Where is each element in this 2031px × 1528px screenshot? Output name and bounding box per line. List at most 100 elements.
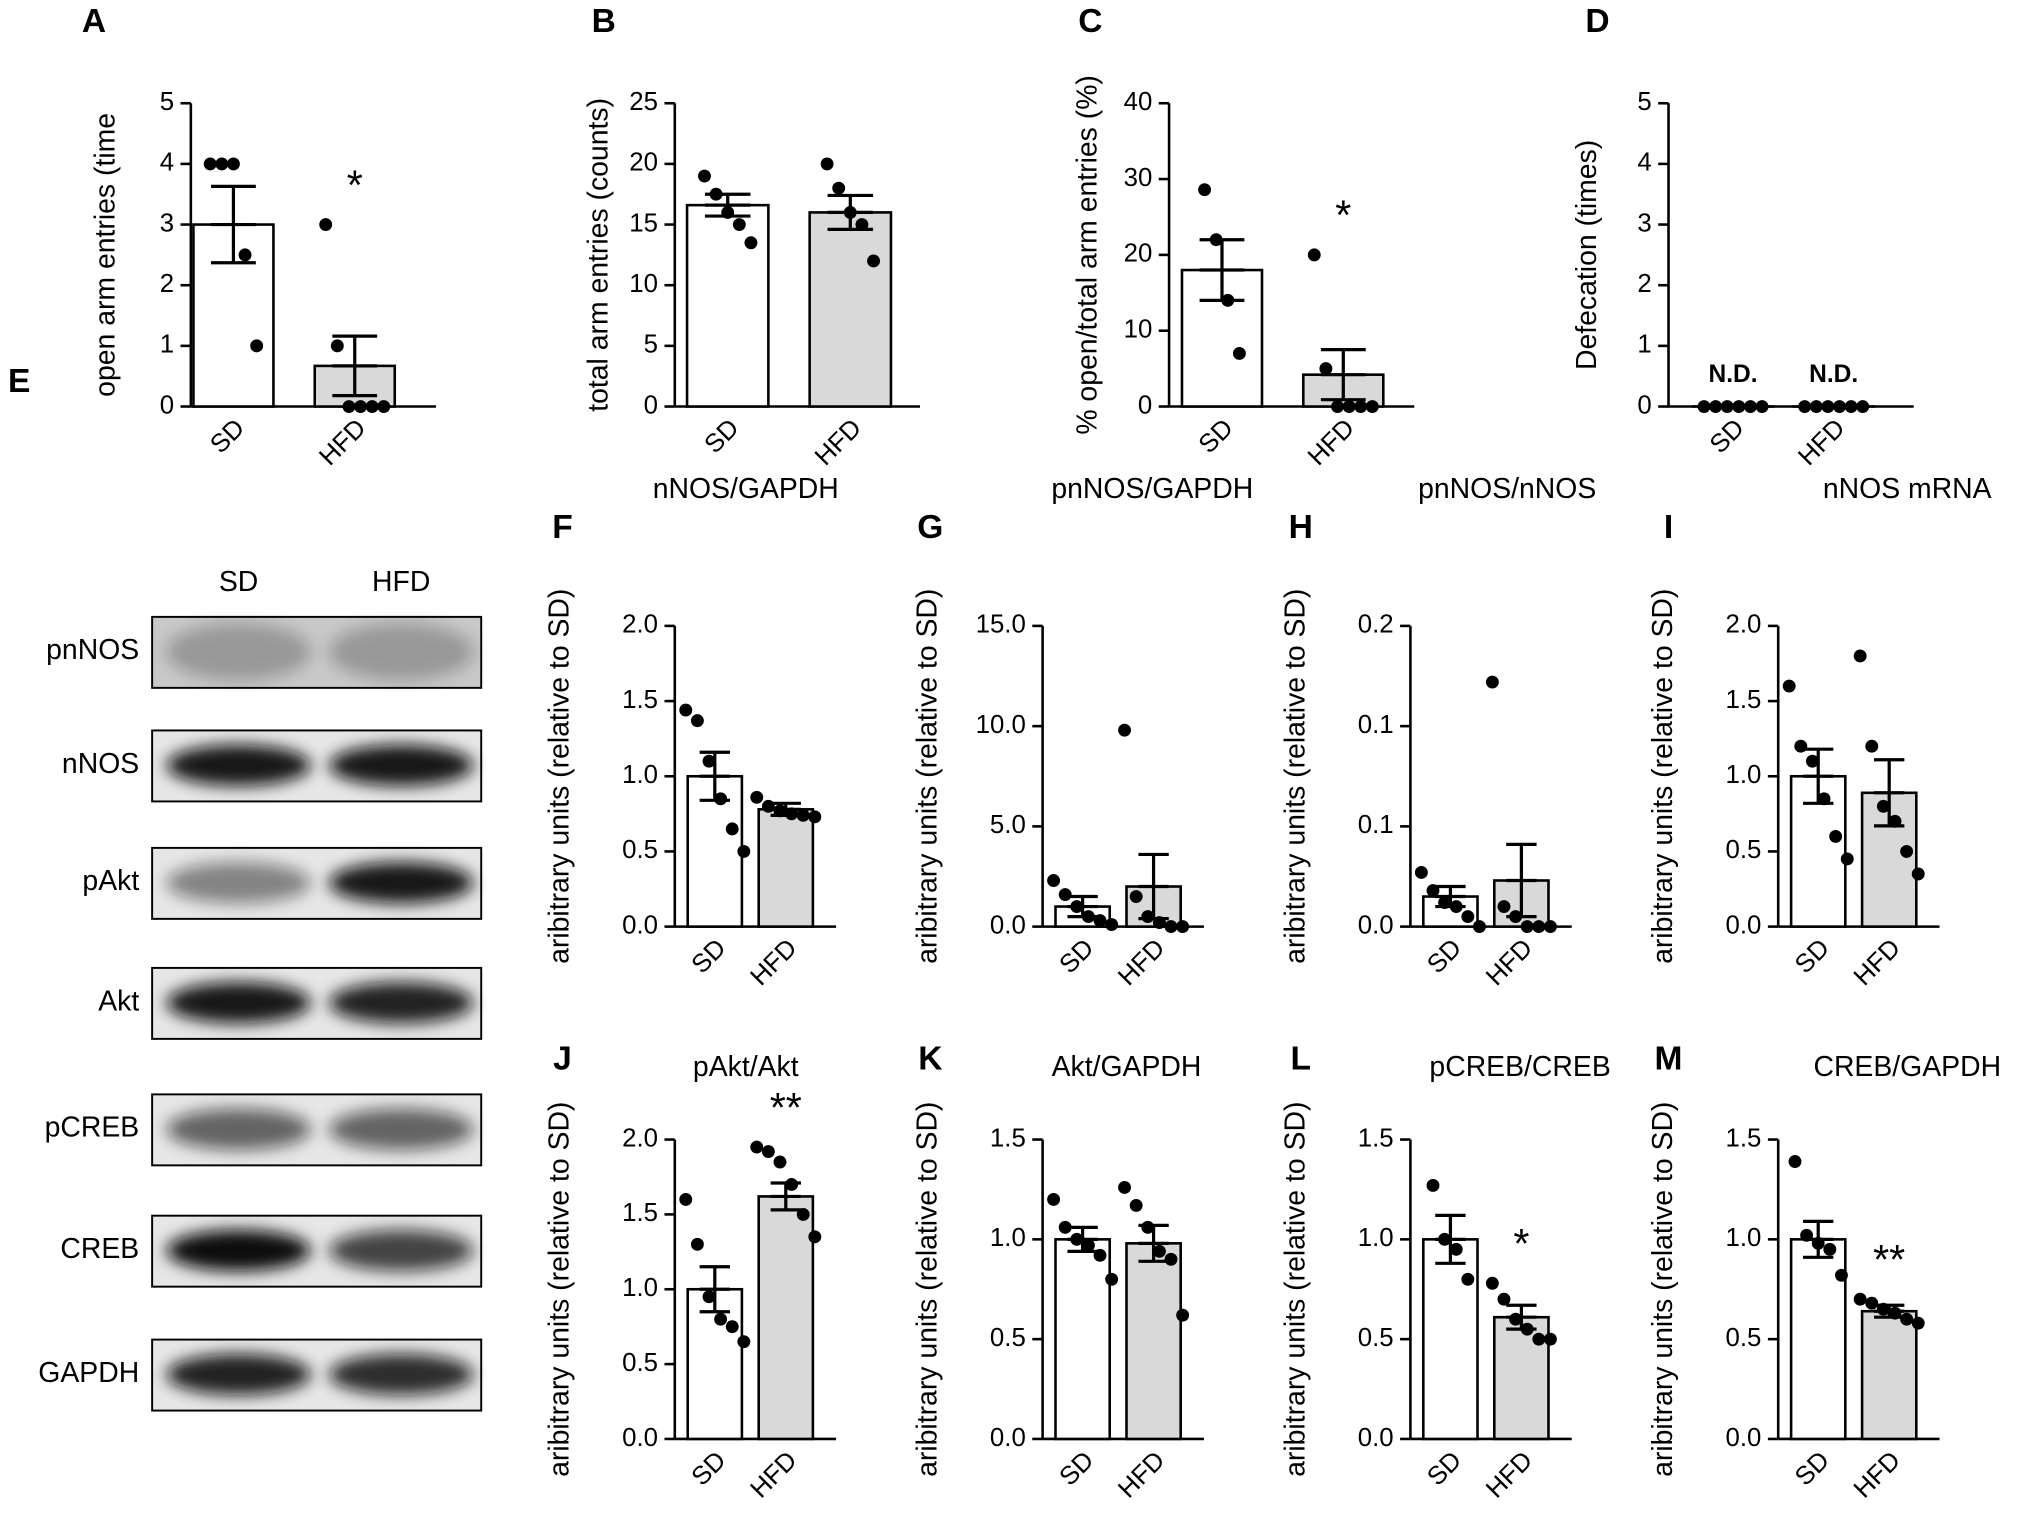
x-tick-label: HFD xyxy=(745,1446,802,1503)
x-tick-label: SD xyxy=(699,414,744,459)
panel-letter: E xyxy=(8,363,30,400)
y-tick-label: 1.5 xyxy=(1726,1124,1762,1152)
y-axis-label: aribitrary units (relative to SD) xyxy=(544,589,576,964)
data-point xyxy=(1461,1272,1475,1286)
x-tick-label: SD xyxy=(1422,934,1467,979)
panel-letter: H xyxy=(1289,509,1313,546)
y-tick-label: 1.5 xyxy=(1726,686,1762,714)
blot-band xyxy=(328,982,474,1024)
y-axis-label: % open/total arm entries (%) xyxy=(1072,75,1104,435)
data-point xyxy=(1176,920,1190,934)
y-tick-label: 2.0 xyxy=(622,611,658,639)
y-tick-label: 0.0 xyxy=(1358,911,1394,939)
y-tick-label: 1 xyxy=(160,331,174,359)
x-tick-label: HFD xyxy=(314,414,371,471)
data-point xyxy=(1307,248,1321,262)
blot-band xyxy=(328,744,474,786)
data-point xyxy=(1319,362,1333,376)
panel-letter: C xyxy=(1078,3,1102,40)
data-point xyxy=(1755,400,1769,413)
data-point xyxy=(1472,920,1486,934)
data-point xyxy=(1840,852,1854,866)
x-tick-label: HFD xyxy=(1113,1446,1170,1503)
annotation: N.D. xyxy=(1809,361,1858,388)
x-tick-label: SD xyxy=(686,1446,731,1491)
x-tick-label: SD xyxy=(686,934,731,979)
data-point xyxy=(1141,1220,1155,1234)
data-point xyxy=(1520,920,1534,934)
data-point xyxy=(1817,792,1831,806)
data-point xyxy=(1532,920,1546,934)
data-point xyxy=(1543,920,1557,934)
data-point xyxy=(1081,910,1095,924)
data-point xyxy=(1497,900,1511,914)
y-tick-label: 0.5 xyxy=(622,1349,658,1377)
data-point xyxy=(1888,814,1902,828)
blot-band xyxy=(166,1353,311,1396)
data-point xyxy=(785,1178,799,1191)
data-point xyxy=(1331,400,1344,413)
y-tick-label: 0.5 xyxy=(990,1324,1026,1352)
panel-letter: K xyxy=(918,1041,942,1078)
blot-row-label: pCREB xyxy=(45,1112,140,1144)
data-point xyxy=(732,218,746,232)
data-point xyxy=(1047,1192,1061,1206)
data-point xyxy=(1821,400,1835,413)
data-point xyxy=(1732,400,1746,413)
y-tick-label: 0.5 xyxy=(1726,836,1762,864)
data-point xyxy=(1176,1308,1190,1322)
annotation: N.D. xyxy=(1709,361,1758,388)
blot-band xyxy=(328,1229,474,1272)
blot-band xyxy=(328,623,474,681)
chart-title: pnNOS/nNOS xyxy=(1418,473,1596,505)
x-tick-label: HFD xyxy=(1849,934,1906,991)
data-point xyxy=(808,810,822,824)
y-tick-label: 0.1 xyxy=(1358,811,1394,839)
data-point xyxy=(1058,888,1072,901)
data-point xyxy=(1532,1332,1546,1346)
blot-band xyxy=(328,862,474,904)
data-point xyxy=(1461,910,1475,924)
y-tick-label: 2.0 xyxy=(1726,611,1762,639)
blot-row-label: pAkt xyxy=(82,865,139,897)
data-point xyxy=(1414,866,1428,879)
y-axis-label: aribitrary units (relative to SD) xyxy=(912,589,944,964)
data-point xyxy=(1118,723,1132,737)
data-point xyxy=(698,169,711,183)
y-tick-label: 3 xyxy=(1637,209,1651,237)
data-point xyxy=(725,1320,739,1334)
bar xyxy=(686,1287,744,1441)
y-axis-label: aribitrary units (relative to SD) xyxy=(912,1102,944,1477)
data-point xyxy=(1520,1322,1534,1336)
x-tick-label: HFD xyxy=(1303,414,1360,471)
data-point xyxy=(855,218,869,232)
y-axis-label: aribitrary units (relative to SD) xyxy=(1279,589,1311,964)
y-tick-label: 0.5 xyxy=(1726,1324,1762,1352)
data-point xyxy=(377,400,391,413)
data-point xyxy=(761,799,775,813)
data-point xyxy=(1720,400,1734,413)
x-tick-label: SD xyxy=(1194,414,1239,459)
y-tick-label: 0.2 xyxy=(1358,611,1394,639)
bar xyxy=(1789,1238,1847,1441)
data-point xyxy=(1365,400,1379,413)
data-point xyxy=(1709,400,1723,413)
data-point xyxy=(1782,679,1796,693)
data-point xyxy=(1485,675,1499,689)
annotation: * xyxy=(1335,193,1351,239)
data-point xyxy=(1198,183,1212,197)
data-point xyxy=(1888,1306,1902,1320)
annotation: * xyxy=(347,162,363,208)
data-point xyxy=(1426,884,1440,897)
data-point xyxy=(1426,1179,1440,1192)
data-point xyxy=(238,248,252,262)
y-tick-label: 2 xyxy=(1637,270,1651,298)
data-point xyxy=(319,218,333,232)
blot-band xyxy=(328,1108,474,1150)
blot-row-label: CREB xyxy=(60,1233,139,1265)
data-point xyxy=(709,187,723,201)
data-point xyxy=(1152,1244,1166,1258)
panel-letter: B xyxy=(592,3,616,40)
bar xyxy=(1125,1242,1182,1441)
data-point xyxy=(1058,1220,1072,1234)
